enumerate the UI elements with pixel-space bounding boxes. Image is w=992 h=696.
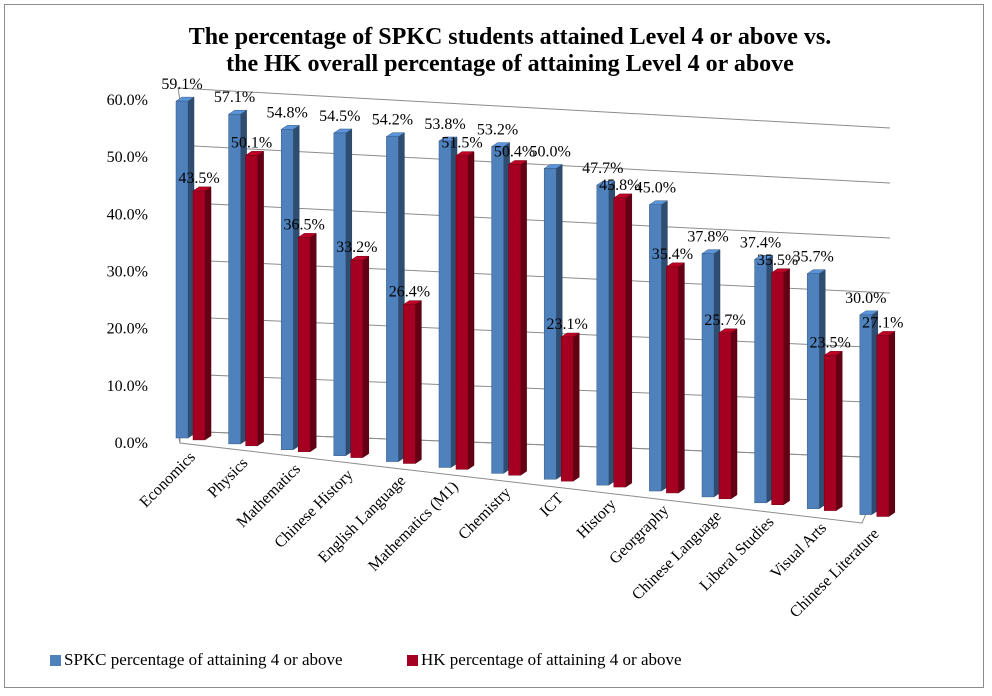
- y-tick-label: 10.0%: [107, 378, 148, 395]
- bar-hk-side: [467, 151, 475, 470]
- bar-spkc: [859, 314, 873, 515]
- bar-hk-side: [362, 255, 370, 459]
- bar-hk-side: [835, 350, 843, 512]
- bar-hk-side: [309, 232, 317, 453]
- data-label-hk: 45.8%: [599, 177, 640, 194]
- legend-label-hk: HK percentage of attaining 4 or above: [421, 650, 682, 669]
- bar-spkc: [596, 184, 610, 486]
- bar-hk-side: [625, 193, 633, 488]
- bar-spkc: [386, 136, 399, 462]
- data-label-hk: 27.1%: [862, 314, 903, 331]
- data-label-spkc: 54.8%: [267, 104, 308, 121]
- bar-hk: [718, 332, 732, 500]
- bar-hk: [245, 155, 258, 447]
- category-label: History: [574, 496, 620, 542]
- bar-hk: [192, 190, 206, 441]
- bar-hk: [297, 237, 311, 452]
- bar-hk: [823, 355, 837, 511]
- bar-spkc: [649, 204, 662, 492]
- y-tick-label: 20.0%: [107, 321, 148, 338]
- data-label-hk: 23.1%: [547, 316, 588, 333]
- data-label-spkc: 37.8%: [687, 229, 728, 246]
- data-label-hk: 33.2%: [336, 239, 377, 256]
- category-label: Economics: [137, 449, 199, 511]
- data-label-hk: 26.4%: [389, 284, 430, 301]
- data-label-hk: 50.1%: [231, 134, 272, 151]
- bar-hk: [666, 266, 679, 494]
- bar-hk: [455, 155, 469, 470]
- data-label-hk: 36.5%: [284, 216, 325, 233]
- data-label-spkc: 54.2%: [372, 112, 413, 129]
- data-label-spkc: 35.7%: [793, 249, 834, 266]
- data-label-hk: 35.5%: [757, 252, 798, 269]
- bar-hk-side: [783, 268, 790, 506]
- y-tick-label: 60.0%: [107, 92, 148, 109]
- bar-spkc: [280, 129, 294, 451]
- gridline: [177, 87, 891, 129]
- data-label-hk: 23.5%: [810, 334, 851, 351]
- y-tick-label: 0.0%: [115, 435, 148, 452]
- bar-spkc: [491, 146, 504, 474]
- data-label-spkc: 54.5%: [319, 108, 360, 125]
- bar-hk-side: [204, 186, 212, 441]
- legend-item-hk: HK percentage of attaining 4 or above: [407, 650, 682, 670]
- data-label-hk: 25.7%: [704, 312, 745, 329]
- bar-hk: [876, 335, 890, 517]
- data-label-spkc: 45.0%: [635, 180, 676, 197]
- y-tick-label: 40.0%: [107, 206, 148, 223]
- data-label-hk: 50.4%: [494, 144, 535, 161]
- data-label-spkc: 59.1%: [161, 76, 202, 93]
- data-label-spkc: 53.2%: [477, 122, 518, 139]
- bar-spkc: [754, 259, 767, 504]
- bar-spkc: [806, 273, 820, 509]
- bar-hk: [403, 304, 416, 464]
- legend-item-spkc: SPKC percentage of attaining 4 or above: [50, 650, 343, 670]
- y-tick-label: 50.0%: [107, 149, 148, 166]
- data-label-spkc: 30.0%: [845, 290, 886, 307]
- chart-title-line-2: the HK overall percentage of attaining L…: [226, 51, 794, 77]
- bar-hk-side: [678, 262, 685, 494]
- data-label-hk: 35.4%: [652, 246, 693, 263]
- data-label-hk: 51.5%: [441, 135, 482, 152]
- bar-hk: [560, 336, 574, 482]
- data-label-spkc: 37.4%: [740, 234, 781, 251]
- chart-title-line-1: The percentage of SPKC students attained…: [188, 24, 832, 50]
- bar-hk-side: [520, 160, 527, 476]
- bar-hk-side: [730, 328, 738, 500]
- category-label: Visual Arts: [767, 520, 830, 583]
- data-label-spkc: 57.1%: [214, 89, 255, 106]
- y-tick-label: 30.0%: [107, 264, 148, 281]
- data-label-spkc: 50.0%: [530, 143, 571, 160]
- legend-swatch-hk: [407, 654, 418, 666]
- bar-hk-side: [257, 150, 264, 447]
- category-label: Chemistry: [455, 484, 514, 543]
- bar-spkc: [175, 100, 189, 439]
- bar-hk-side: [888, 330, 896, 517]
- legend-label-spkc: SPKC percentage of attaining 4 or above: [64, 650, 343, 669]
- bar-hk: [613, 197, 627, 488]
- data-label-spkc: 47.7%: [582, 160, 623, 177]
- bar-hk: [350, 259, 364, 458]
- bar-spkc: [228, 113, 241, 445]
- bar-hk: [508, 164, 521, 476]
- bar-hk-side: [415, 300, 422, 464]
- data-label-spkc: 53.8%: [424, 116, 465, 133]
- bar-spkc: [438, 140, 452, 468]
- bar-hk: [771, 272, 784, 505]
- legend-swatch-spkc: [50, 654, 61, 666]
- bar-spkc: [701, 253, 715, 498]
- bar-spkc: [543, 168, 557, 480]
- bar-hk-side: [572, 332, 580, 482]
- category-label: Physics: [205, 455, 252, 502]
- bar-spkc: [333, 132, 347, 456]
- category-label: ICT: [537, 490, 567, 520]
- data-label-hk: 43.5%: [178, 170, 219, 187]
